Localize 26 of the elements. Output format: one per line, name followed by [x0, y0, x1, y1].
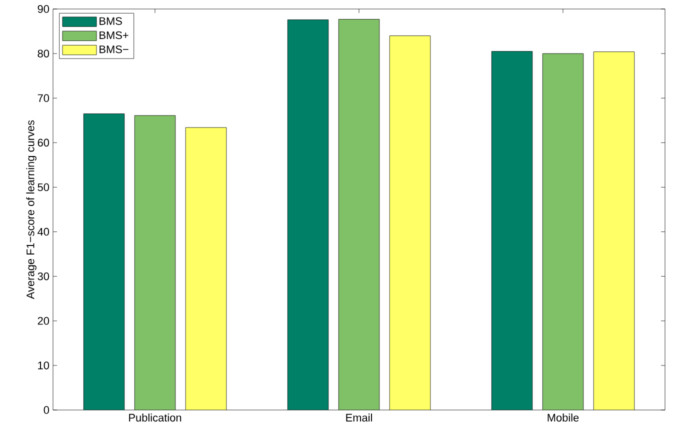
y-tick-label: 80 [38, 50, 50, 58]
y-tick-label: 70 [38, 94, 50, 102]
bar [389, 36, 431, 410]
bar [287, 19, 329, 410]
bar [185, 127, 227, 410]
y-tick-label: 40 [38, 228, 50, 236]
y-tick-label: 30 [38, 272, 50, 280]
y-tick-label: 50 [38, 183, 50, 192]
bar [134, 115, 176, 410]
bar [542, 53, 584, 410]
y-tick-label: 20 [38, 317, 50, 325]
legend-label: BMS− [100, 45, 128, 54]
bar [83, 114, 125, 410]
legend-label: BMS [100, 17, 122, 25]
y-tick-label: 60 [38, 138, 50, 147]
y-tick-label: 90 [38, 5, 50, 13]
bar [338, 19, 380, 410]
x-tick-label: Email [346, 414, 372, 422]
y-axis-title: Average F1−score of learning curves [26, 120, 36, 300]
y-tick-label: 10 [38, 362, 50, 370]
bar [593, 52, 635, 410]
legend-label: BMS+ [100, 31, 128, 40]
x-tick-label: Publication [129, 414, 182, 422]
bar [491, 51, 533, 410]
x-tick-label: Mobile [548, 414, 579, 422]
y-tick-label: 0 [44, 406, 50, 414]
